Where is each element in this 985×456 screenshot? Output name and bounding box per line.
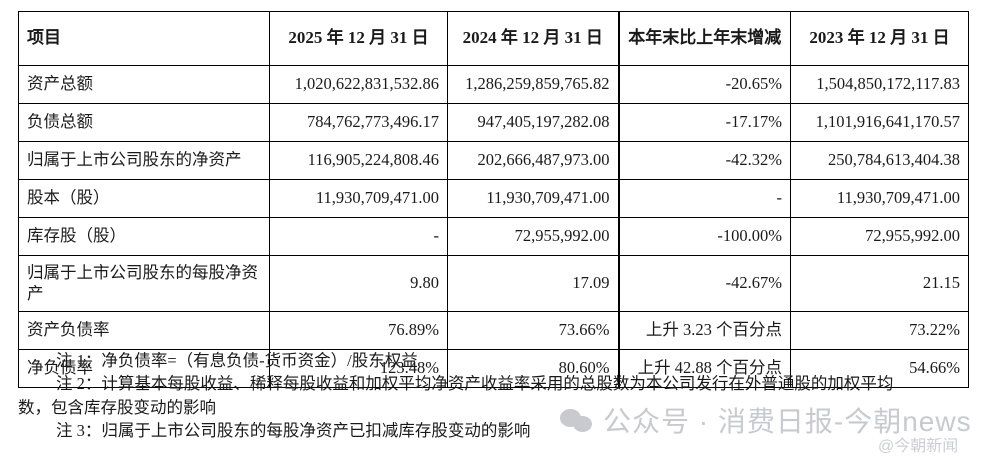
row-label: 资产总额 [18, 65, 270, 104]
table-row: 资产负债率 76.89% 73.66% 上升 3.23 个百分点 73.22% [18, 311, 969, 350]
cell-2023: 73.22% [790, 311, 969, 350]
table-footnotes: 注 1：净负债率=（有息负债-货币资金）/股东权益 注 2：计算基本每股收益、稀… [18, 349, 968, 443]
cell-2025: 1,020,622,831,532.86 [269, 65, 448, 104]
cell-2023: 21.15 [790, 255, 969, 312]
cell-change: -42.67% [617, 255, 791, 312]
cell-change: -100.00% [617, 217, 791, 256]
table-row: 库存股（股） - 72,955,992.00 -100.00% 72,955,9… [18, 217, 969, 256]
cell-2024: 947,405,197,282.08 [447, 103, 619, 142]
cell-2024: 202,666,487,973.00 [447, 141, 619, 180]
footnote-2-line-1: 注 2：计算基本每股收益、稀释每股收益和加权平均净资产收益率采用的总股数为本公司… [56, 374, 894, 394]
row-label: 资产负债率 [18, 311, 270, 350]
cell-2025: - [269, 217, 448, 256]
row-label: 股本（股） [18, 179, 270, 218]
cell-2025: 9.80 [269, 255, 448, 312]
cell-2023: 1,101,916,641,170.57 [790, 103, 969, 142]
footnote-1: 注 1：净负债率=（有息负债-货币资金）/股东权益 [56, 351, 418, 370]
table-row: 净负债率 123.48% 80.60% 上升 42.88 个百分点 54.66% [18, 349, 969, 388]
column-header-2025: 2025 年 12 月 31 日 [269, 11, 448, 66]
cell-change: -42.32% [617, 141, 791, 180]
financial-summary-table: 项目 2025 年 12 月 31 日 2024 年 12 月 31 日 本年末… [18, 11, 969, 388]
cell-2023: 250,784,613,404.38 [790, 141, 969, 180]
cell-2024: 17.09 [447, 255, 619, 312]
cell-2025: 784,762,773,496.17 [269, 103, 448, 142]
footnote-3: 注 3：归属于上市公司股东的每股净资产已扣减库存股变动的影响 [56, 421, 531, 441]
table-row: 归属于上市公司股东的净资产 116,905,224,808.46 202,666… [18, 141, 969, 180]
cell-2024: 80.60% [447, 349, 619, 388]
cell-change: - [617, 179, 791, 218]
column-header-change: 本年末比上年末增减 [617, 11, 791, 66]
footnote-2-line-2: 数，包含库存股变动的影响 [18, 397, 216, 417]
row-label: 净负债率 [18, 349, 270, 388]
cell-2025: 116,905,224,808.46 [269, 141, 448, 180]
cell-2024: 73.66% [447, 311, 619, 350]
cell-change: 上升 3.23 个百分点 [617, 311, 791, 350]
row-label: 归属于上市公司股东的每股净资产 [18, 255, 270, 312]
table-row: 资产总额 1,020,622,831,532.86 1,286,259,859,… [18, 65, 969, 104]
cell-2023: 72,955,992.00 [790, 217, 969, 256]
table-row: 归属于上市公司股东的每股净资产 9.80 17.09 -42.67% 21.15 [18, 255, 969, 312]
row-label: 归属于上市公司股东的净资产 [18, 141, 270, 180]
table-header-row: 项目 2025 年 12 月 31 日 2024 年 12 月 31 日 本年末… [18, 11, 969, 66]
cell-2024: 72,955,992.00 [447, 217, 619, 256]
cell-2023: 11,930,709,471.00 [790, 179, 969, 218]
cell-change: 上升 42.88 个百分点 [617, 349, 791, 388]
cell-2023: 54.66% [790, 349, 969, 388]
table-row: 股本（股） 11,930,709,471.00 11,930,709,471.0… [18, 179, 969, 218]
cell-change: -20.65% [617, 65, 791, 104]
column-header-item: 项目 [18, 11, 270, 66]
cell-2025: 76.89% [269, 311, 448, 350]
cell-2024: 1,286,259,859,765.82 [447, 65, 619, 104]
table-row: 负债总额 784,762,773,496.17 947,405,197,282.… [18, 103, 969, 142]
cell-2023: 1,504,850,172,117.83 [790, 65, 969, 104]
cell-change: -17.17% [617, 103, 791, 142]
financial-summary-table-container: 项目 2025 年 12 月 31 日 2024 年 12 月 31 日 本年末… [18, 11, 969, 388]
row-label: 负债总额 [18, 103, 270, 142]
cell-2024: 11,930,709,471.00 [447, 179, 619, 218]
row-label: 库存股（股） [18, 217, 270, 256]
column-header-2024: 2024 年 12 月 31 日 [447, 11, 619, 66]
column-header-2023: 2023 年 12 月 31 日 [790, 11, 969, 66]
cell-2025: 11,930,709,471.00 [269, 179, 448, 218]
